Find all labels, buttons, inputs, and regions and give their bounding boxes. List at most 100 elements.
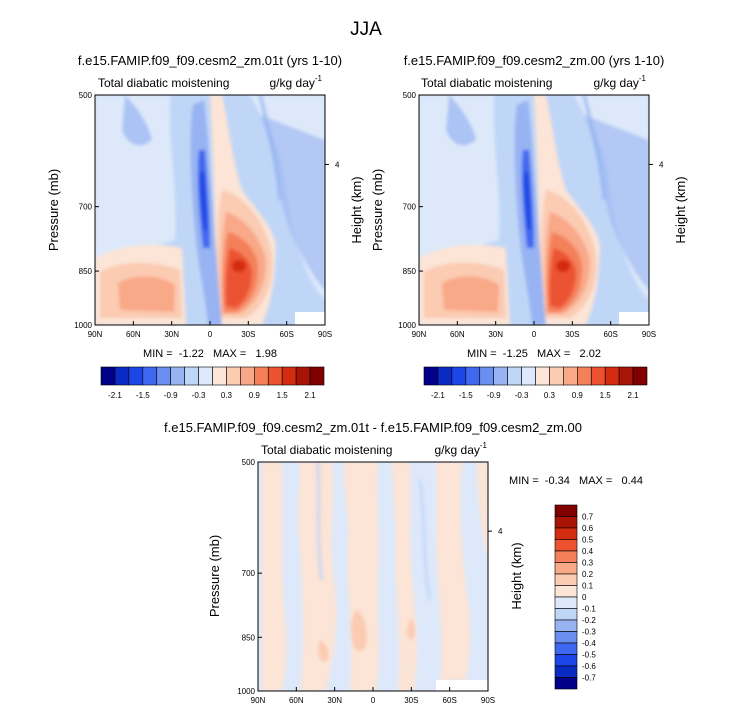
- x-tick-label: 90S: [642, 330, 656, 339]
- y-tick-label: 500: [79, 91, 93, 100]
- x-tick-label: 30S: [241, 330, 255, 339]
- colorbar-box: [198, 366, 213, 386]
- x-tick-label: 0: [532, 330, 537, 339]
- colorbar-label: -0.1: [582, 605, 596, 614]
- colorbar-box: [590, 366, 606, 386]
- colorbar-box: [554, 573, 578, 586]
- colorbar-box: [554, 665, 578, 678]
- colorbar-label: 0.5: [582, 536, 594, 545]
- panel-1-colorbar: -2.1 -1.5 -0.9 -0.3 0.3 0.9 1.5 2.1: [100, 366, 325, 400]
- colorbar-label: 0.7: [582, 513, 594, 522]
- panel-3-title: f.e15.FAMIP.f09_f09.cesm2_zm.01t - f.e15…: [164, 420, 582, 435]
- colorbar-box: [549, 366, 564, 386]
- x-tick-label: 60N: [450, 330, 465, 339]
- colorbar-label: 2.1: [305, 391, 317, 400]
- colorbar-label: -0.9: [487, 391, 501, 400]
- colorbar-box: [535, 366, 550, 386]
- colorbar-box: [554, 608, 578, 621]
- panel-3-yaxis: 500 700 850 1000 4: [237, 458, 503, 696]
- panel-1-field: [95, 95, 325, 325]
- colorbar-label: 0.3: [544, 391, 556, 400]
- panel-3: f.e15.FAMIP.f09_f09.cesm2_zm.01t - f.e15…: [164, 420, 643, 705]
- figure-title: JJA: [350, 19, 382, 40]
- panel-1-units: g/kg day-1: [270, 74, 323, 90]
- panel-2-left-label: Total diabatic moistening: [421, 76, 552, 90]
- colorbar-label: -0.3: [582, 628, 596, 637]
- panel-2-field: [419, 95, 649, 325]
- panel-2-title: f.e15.FAMIP.f09_f09.cesm2_zm.00 (yrs 1-1…: [404, 53, 665, 68]
- y-tick-label: 700: [403, 203, 417, 212]
- colorbar-box: [604, 366, 620, 386]
- colorbar-label: -0.4: [582, 639, 596, 648]
- panel-1-yaxis: 500 700 850 1000 4: [74, 91, 340, 330]
- panel-2-colorbar: -2.1 -1.5 -0.9 -0.3 0.3 0.9 1.5 2.1: [423, 366, 648, 400]
- y-tick-label: 500: [242, 458, 256, 467]
- colorbar-label: -0.3: [515, 391, 529, 400]
- colorbar-box: [554, 654, 578, 667]
- panel-3-field: [258, 462, 488, 691]
- x-tick-label: 90S: [481, 696, 495, 705]
- colorbar-label: -0.7: [582, 674, 596, 683]
- y-right-tick-label: 4: [498, 527, 503, 536]
- panel-3-left-label: Total diabatic moistening: [261, 443, 392, 457]
- colorbar-box: [554, 596, 578, 609]
- panel-2: f.e15.FAMIP.f09_f09.cesm2_zm.00 (yrs 1-1…: [370, 53, 688, 400]
- panel-3-xaxis: 90N 60N 30N 0 30S 60S 90S: [251, 687, 495, 705]
- x-tick-label: 60N: [289, 696, 304, 705]
- panel-1-ylabel: Pressure (mb): [46, 169, 61, 251]
- colorbar-label: 0.3: [221, 391, 233, 400]
- colorbar-box: [554, 527, 578, 540]
- colorbar-box: [465, 366, 481, 386]
- panel-1: f.e15.FAMIP.f09_f09.cesm2_zm.01t (yrs 1-…: [46, 53, 364, 400]
- colorbar-label: -2.1: [431, 391, 445, 400]
- colorbar-box: [240, 366, 255, 386]
- colorbar-label: 0.3: [582, 559, 594, 568]
- panel-2-xaxis: 90N 60N 30N 0 30S 60S 90S: [412, 321, 656, 339]
- colorbar-box: [554, 562, 578, 575]
- panel-2-units: g/kg day-1: [594, 74, 647, 90]
- x-tick-label: 60N: [126, 330, 141, 339]
- x-tick-label: 30S: [404, 696, 418, 705]
- panel-1-ylabel-right: Height (km): [349, 176, 364, 243]
- panel-3-ylabel-right: Height (km): [509, 542, 524, 609]
- colorbar-label: 1.5: [600, 391, 612, 400]
- colorbar-box: [507, 366, 522, 386]
- colorbar-box: [142, 366, 158, 386]
- colorbar-label: 0.6: [582, 524, 594, 533]
- y-tick-label: 1000: [398, 321, 416, 330]
- x-tick-label: 30N: [488, 330, 503, 339]
- y-tick-label: 850: [403, 267, 417, 276]
- colorbar-label: -0.9: [164, 391, 178, 400]
- colorbar-box: [554, 585, 578, 598]
- panel-3-ylabel: Pressure (mb): [207, 535, 222, 617]
- colorbar-box: [554, 677, 578, 690]
- colorbar-label: -1.5: [459, 391, 473, 400]
- panel-2-ylabel-right: Height (km): [673, 176, 688, 243]
- x-tick-label: 30S: [565, 330, 579, 339]
- y-tick-label: 500: [403, 91, 417, 100]
- colorbar-label: -0.3: [192, 391, 206, 400]
- colorbar-label: 0.2: [582, 570, 594, 579]
- x-tick-label: 90N: [251, 696, 266, 705]
- colorbar-label: 1.5: [277, 391, 289, 400]
- colorbar-label: -1.5: [136, 391, 150, 400]
- colorbar-label: 0: [582, 593, 587, 602]
- y-tick-label: 700: [79, 203, 93, 212]
- colorbar-box: [267, 366, 283, 386]
- y-tick-label: 1000: [74, 321, 92, 330]
- colorbar-box: [309, 366, 325, 386]
- colorbar-box: [114, 366, 130, 386]
- x-tick-label: 0: [208, 330, 213, 339]
- colorbar-box: [423, 366, 439, 386]
- y-tick-label: 850: [79, 267, 93, 276]
- colorbar-box: [479, 366, 494, 386]
- x-tick-label: 30N: [327, 696, 342, 705]
- colorbar-box: [100, 366, 116, 386]
- colorbar-label: 0.9: [249, 391, 261, 400]
- colorbar-box: [128, 366, 144, 386]
- colorbar-box: [254, 366, 269, 386]
- colorbar-box: [554, 504, 578, 517]
- colorbar-box: [563, 366, 578, 386]
- x-tick-label: 90N: [412, 330, 427, 339]
